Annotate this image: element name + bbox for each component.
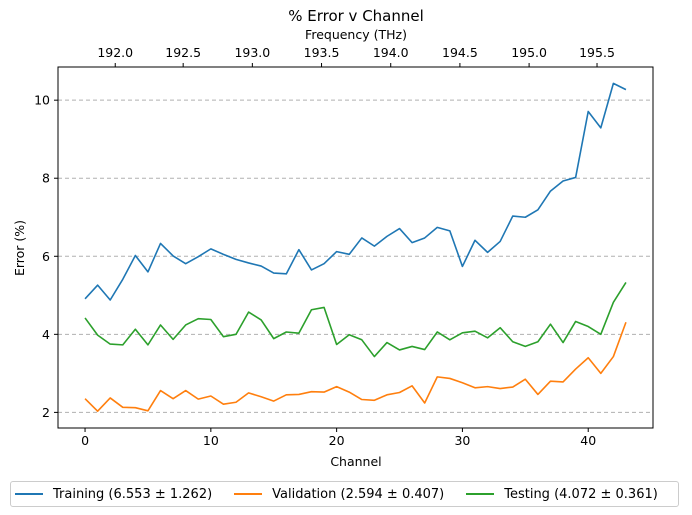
top-tick-label-2: 193.0 bbox=[234, 45, 270, 60]
series-line-1 bbox=[84, 321, 627, 413]
y-tick-label-8: 8 bbox=[42, 171, 50, 186]
series-line-0 bbox=[84, 82, 627, 301]
y-tick-label-2: 2 bbox=[42, 405, 50, 420]
legend: Training (6.553 ± 1.262) Validation (2.5… bbox=[10, 481, 679, 507]
x-tick-label-10: 10 bbox=[203, 433, 219, 448]
legend-label-training: Training (6.553 ± 1.262) bbox=[53, 486, 213, 502]
chart: % Error v Channel Frequency (THz) 0 10 20 3… bbox=[12, 7, 654, 469]
y-tick-label-6: 6 bbox=[42, 249, 50, 264]
x-tick-label-0: 0 bbox=[81, 433, 89, 448]
legend-swatch-testing bbox=[466, 493, 495, 495]
top-axis-label: Frequency (THz) bbox=[305, 27, 407, 42]
top-tick-label-6: 195.0 bbox=[511, 45, 547, 60]
y-ticks: 2 4 6 8 10 bbox=[34, 93, 58, 420]
series-group bbox=[84, 82, 627, 413]
x-axis-label: Channel bbox=[330, 454, 381, 469]
x-tick-label-30: 30 bbox=[454, 433, 470, 448]
legend-label-testing: Testing (4.072 ± 0.361) bbox=[504, 486, 658, 502]
plot-frame bbox=[57, 66, 654, 429]
top-tick-label-3: 193.5 bbox=[304, 45, 340, 60]
top-tick-label-0: 192.0 bbox=[97, 45, 133, 60]
x-ticks: 0 10 20 30 40 bbox=[81, 428, 596, 448]
y-tick-label-4: 4 bbox=[42, 327, 50, 342]
top-tick-label-5: 194.5 bbox=[442, 45, 478, 60]
legend-swatch-validation bbox=[234, 493, 263, 495]
top-tick-label-7: 195.5 bbox=[579, 45, 615, 60]
top-tick-label-1: 192.5 bbox=[165, 45, 201, 60]
top-ticks: 192.0 192.5 193.0 193.5 194.0 194.5 195.0 195.5 bbox=[97, 45, 615, 67]
top-tick-label-4: 194.0 bbox=[373, 45, 409, 60]
x-tick-label-20: 20 bbox=[329, 433, 345, 448]
series-line-2 bbox=[84, 282, 627, 358]
x-tick-label-40: 40 bbox=[580, 433, 596, 448]
gridlines bbox=[58, 99, 653, 413]
chart-title: % Error v Channel bbox=[288, 7, 424, 25]
legend-item-testing: Testing (4.072 ± 0.361) bbox=[466, 487, 658, 502]
legend-label-validation: Validation (2.594 ± 0.407) bbox=[272, 486, 445, 502]
y-tick-label-10: 10 bbox=[34, 93, 50, 108]
y-axis-label: Error (%) bbox=[12, 220, 27, 276]
legend-item-validation: Validation (2.594 ± 0.407) bbox=[234, 487, 444, 502]
legend-swatch-training bbox=[15, 493, 43, 495]
legend-item-training: Training (6.553 ± 1.262) bbox=[15, 487, 212, 502]
